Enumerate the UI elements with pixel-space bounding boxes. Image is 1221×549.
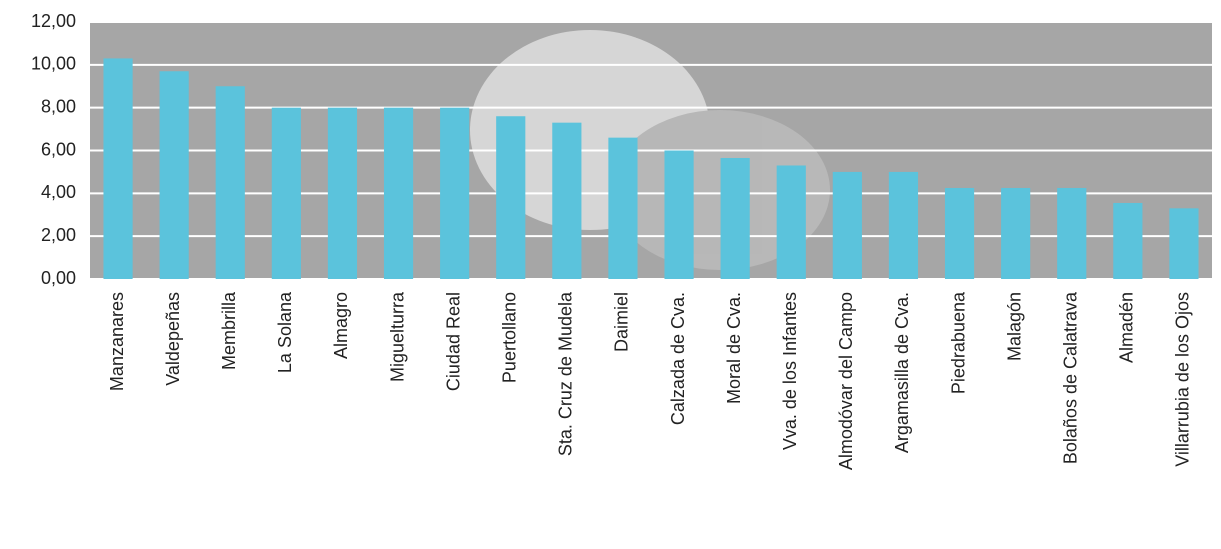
- bar: [215, 86, 245, 279]
- x-tick-label: Manzanares: [107, 292, 127, 391]
- x-tick-label: Puertollano: [500, 292, 520, 383]
- bar: [383, 107, 414, 280]
- bar: [888, 171, 919, 279]
- y-tick-label: 12,00: [31, 11, 76, 31]
- bar: [1169, 208, 1199, 279]
- bar: [1113, 202, 1143, 279]
- x-tick-label: Daimiel: [612, 292, 632, 352]
- x-tick-label: Ciudad Real: [443, 292, 463, 391]
- bar: [1057, 187, 1087, 279]
- y-tick-label: 6,00: [41, 139, 76, 159]
- y-tick-label: 8,00: [41, 96, 76, 116]
- x-tick-label: Almagro: [331, 292, 351, 359]
- x-tick-label: Almodóvar del Campo: [836, 292, 856, 470]
- bar: [327, 107, 358, 280]
- bar: [496, 116, 526, 279]
- x-tick-label: Malagón: [1004, 292, 1024, 361]
- bar: [776, 165, 806, 279]
- x-tick-label: Argamasilla de Cva.: [892, 292, 912, 453]
- bar: [440, 107, 470, 280]
- y-tick-label: 4,00: [41, 182, 76, 202]
- bar: [159, 71, 189, 279]
- x-tick-label: Bolaños de Calatrava: [1061, 291, 1081, 464]
- y-tick-label: 2,00: [41, 225, 76, 245]
- x-tick-label: La Solana: [275, 291, 295, 373]
- bar: [944, 187, 975, 279]
- x-tick-label: Piedrabuena: [948, 291, 968, 394]
- y-tick-label: 0,00: [41, 268, 76, 288]
- x-tick-label: Valdepeñas: [163, 292, 183, 386]
- x-tick-label: Miguelturra: [387, 291, 407, 382]
- bar: [720, 157, 750, 279]
- x-tick-label: Villarrubia de los Ojos: [1173, 292, 1193, 467]
- bar: [271, 107, 301, 280]
- x-tick-label: Vva. de los Infantes: [780, 292, 800, 450]
- x-tick-label: Calzada de Cva.: [668, 292, 688, 425]
- y-tick-label: 10,00: [31, 54, 76, 74]
- bar: [552, 122, 582, 280]
- bar: [832, 171, 862, 279]
- x-tick-label: Almadén: [1117, 292, 1137, 363]
- bar: [608, 137, 638, 279]
- bar: [103, 58, 133, 280]
- x-tick-label: Sta. Cruz de Mudela: [556, 291, 576, 456]
- x-tick-label: Membrilla: [219, 291, 239, 370]
- x-tick-label: Moral de Cva.: [724, 292, 744, 404]
- bar: [1001, 187, 1031, 279]
- bar: [664, 150, 694, 279]
